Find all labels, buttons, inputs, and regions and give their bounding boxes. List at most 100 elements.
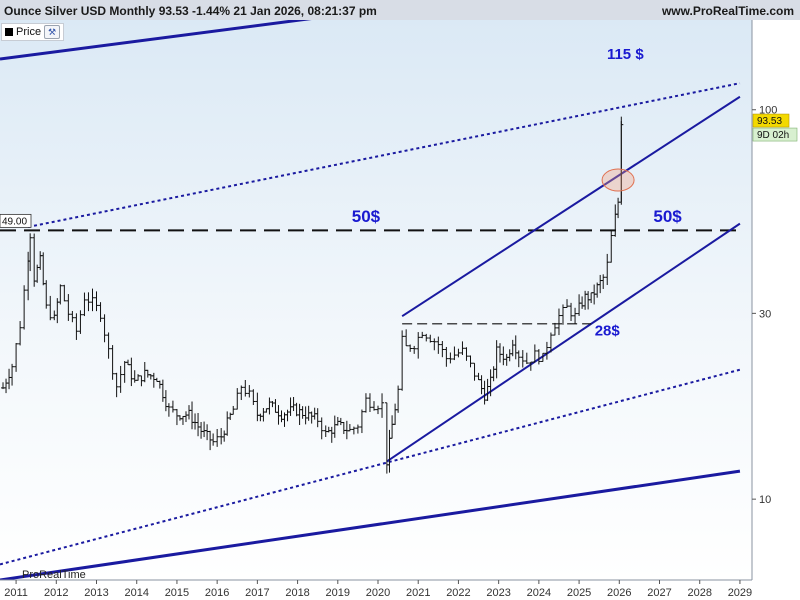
price-bar [351,426,356,435]
price-bar [247,385,252,398]
series-swatch [5,28,13,36]
trendline-channel-bottom [386,222,741,463]
price-bar [355,424,360,434]
price-bar [532,344,537,363]
price-bar [106,332,111,359]
price-bar [420,331,425,339]
price-bar [520,350,525,368]
price-bar [359,409,364,434]
annotation-label: 50$ [653,207,682,226]
price-bar [90,288,95,312]
price-bar [569,302,574,322]
plot-background [0,20,752,580]
x-tick-label: 2025 [567,587,591,599]
y-tick-label: 100 [759,105,777,117]
price-bar [464,347,469,361]
price-bar [396,385,401,413]
price-bar [452,346,457,361]
site-link[interactable]: www.ProRealTime.com [661,4,794,18]
price-bar [444,346,449,367]
x-tick-label: 2019 [326,587,350,599]
price-bar [82,292,87,317]
y-tick-label: 10 [759,494,771,506]
price-bar [78,310,83,334]
price-bar [552,322,557,336]
price-bar [86,292,91,312]
last-price-label: 93.53 [757,116,782,127]
x-tick-label: 2014 [124,587,148,599]
price-bar [573,307,578,324]
price-bar [114,372,119,398]
price-bar [315,408,320,428]
y-axis-panel [752,20,800,580]
price-legend[interactable]: Price ⚒ [1,23,65,41]
chart-header: Ounce Silver USD Monthly 93.53 -1.44% 21… [0,0,800,21]
x-tick-label: 2022 [446,587,470,599]
price-bar [400,330,405,391]
price-bar [560,304,565,325]
price-bar [376,405,381,415]
price-bar [428,334,433,343]
x-tick-label: 2011 [4,587,28,599]
countdown-badge [752,127,798,142]
price-bar [605,253,610,286]
price-bar [62,284,67,302]
trendline-lower-dotted [0,368,741,566]
last-price-badge [752,113,790,128]
price-bar [70,310,75,323]
price-bar [544,341,549,360]
wrench-icon[interactable]: ⚒ [44,25,61,39]
price-bar [367,393,372,412]
price-bar [408,344,413,352]
level-tag-label: 49.00 [2,216,27,227]
price-bar [22,285,27,330]
price-bar [601,274,606,289]
x-tick-label: 2021 [406,587,430,599]
annotation-label: 115 $ [607,46,644,63]
price-bar [516,350,521,368]
prorealtime-watermark: ProRealTime [22,569,86,581]
price-bar [215,428,220,447]
price-bar [472,362,477,381]
x-tick-label: 2018 [285,587,309,599]
price-bar [416,332,421,359]
y-tick-label: 30 [759,308,771,320]
highlight-circle [601,168,635,192]
price-bar [211,433,216,446]
price-bar [363,393,368,413]
price-bar [319,417,324,440]
x-axis-panel [0,580,800,600]
price-bar [243,379,248,397]
x-tick-label: 2028 [687,587,711,599]
x-tick-label: 2024 [527,587,551,599]
price-bar [74,313,79,340]
price-bar [58,284,63,305]
x-tick-label: 2029 [728,587,752,599]
price-bar [371,401,376,411]
trendline-upper-solid [0,20,312,61]
annotation-label: 50$ [352,207,381,226]
price-bar [548,332,553,353]
price-bar [102,314,107,343]
price-bar [44,280,49,309]
price-bar [412,345,417,354]
x-tick-label: 2012 [44,587,68,599]
price-bar [556,308,561,336]
price-bar [609,229,614,263]
price-bar [440,341,445,358]
x-tick-label: 2026 [607,587,631,599]
price-bar [436,336,441,354]
x-tick-label: 2013 [84,587,108,599]
price-bar [110,345,115,380]
legend-label: Price [16,26,42,38]
price-bar [432,338,437,351]
price-bar [536,349,541,365]
price-bar [166,403,171,417]
x-tick-label: 2020 [366,587,390,599]
price-bar [235,388,240,410]
price-bar [14,343,19,372]
price-bar [98,302,103,322]
price-bar [460,341,465,355]
price-bar [170,400,175,413]
